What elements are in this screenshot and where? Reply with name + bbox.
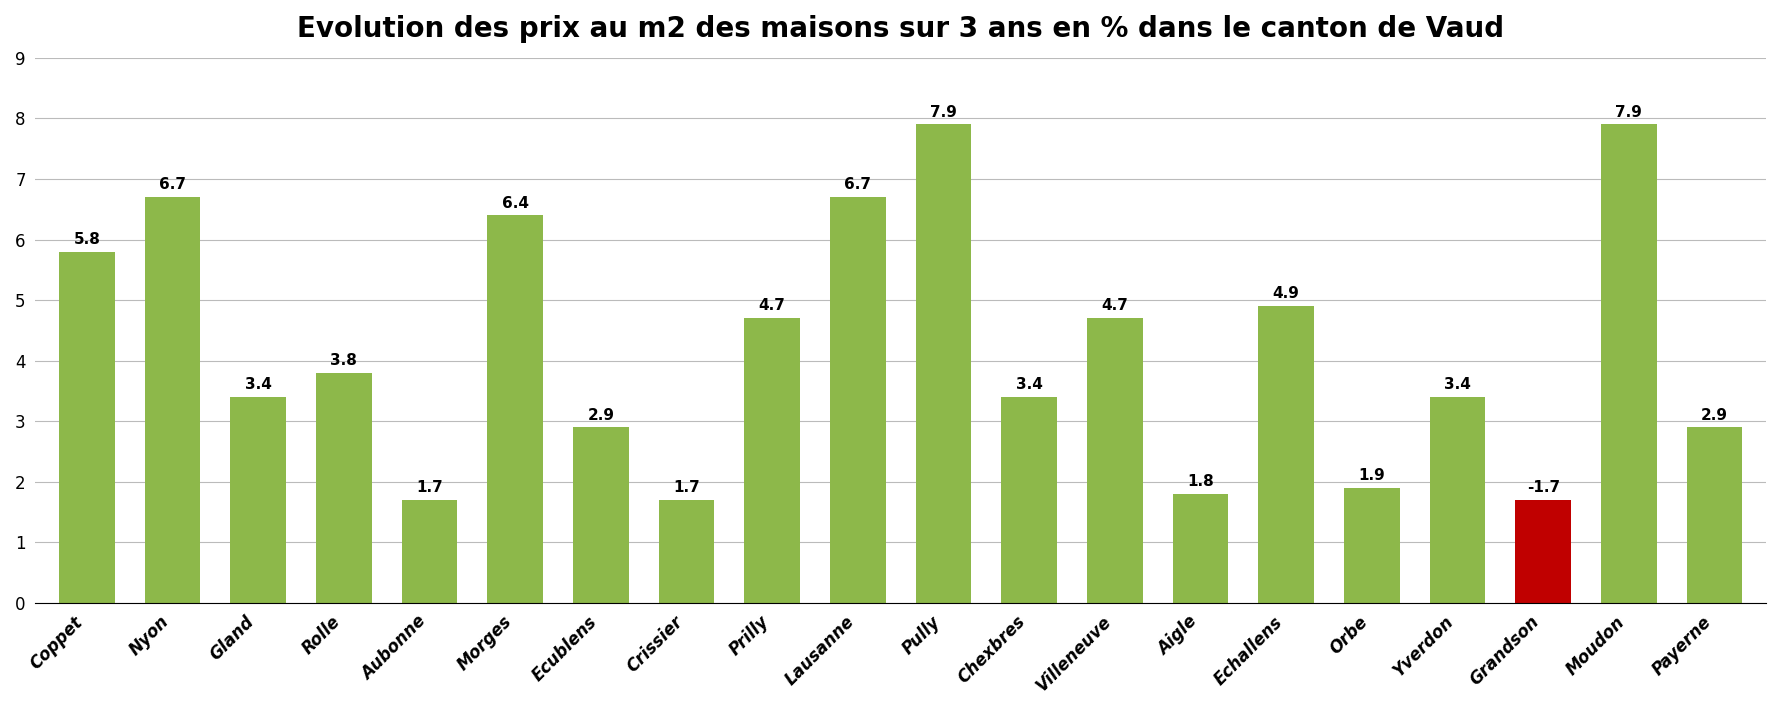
Bar — [1600, 124, 1655, 603]
Text: 1.8: 1.8 — [1187, 474, 1214, 489]
Text: 4.7: 4.7 — [1100, 298, 1129, 314]
Bar — [315, 373, 372, 603]
Text: 7.9: 7.9 — [1614, 104, 1641, 119]
Text: 1.9: 1.9 — [1358, 468, 1385, 483]
Bar — [1429, 397, 1485, 603]
Bar — [1344, 488, 1399, 603]
Text: 3.8: 3.8 — [329, 353, 358, 368]
Text: 4.7: 4.7 — [758, 298, 785, 314]
Bar — [573, 427, 628, 603]
Text: 1.7: 1.7 — [417, 480, 443, 496]
Bar — [744, 318, 799, 603]
Bar — [1171, 494, 1228, 603]
Bar — [1686, 427, 1741, 603]
Bar — [1515, 500, 1570, 603]
Text: -1.7: -1.7 — [1525, 480, 1559, 496]
Bar — [488, 215, 543, 603]
Text: 6.7: 6.7 — [158, 178, 185, 192]
Bar — [400, 500, 457, 603]
Text: 6.4: 6.4 — [502, 195, 529, 210]
Bar — [1258, 306, 1314, 603]
Text: 5.8: 5.8 — [73, 232, 100, 247]
Bar — [59, 252, 114, 603]
Bar — [1086, 318, 1143, 603]
Bar — [144, 197, 199, 603]
Text: 3.4: 3.4 — [1444, 377, 1470, 392]
Bar — [230, 397, 287, 603]
Title: Evolution des prix au m2 des maisons sur 3 ans en % dans le canton de Vaud: Evolution des prix au m2 des maisons sur… — [297, 15, 1504, 43]
Bar — [915, 124, 970, 603]
Text: 3.4: 3.4 — [244, 377, 271, 392]
Bar — [1000, 397, 1057, 603]
Text: 6.7: 6.7 — [844, 178, 870, 192]
Bar — [829, 197, 885, 603]
Text: 7.9: 7.9 — [929, 104, 956, 119]
Text: 4.9: 4.9 — [1273, 286, 1299, 301]
Text: 1.7: 1.7 — [673, 480, 700, 496]
Text: 2.9: 2.9 — [1700, 408, 1727, 422]
Bar — [659, 500, 714, 603]
Text: 2.9: 2.9 — [587, 408, 614, 422]
Text: 3.4: 3.4 — [1015, 377, 1041, 392]
